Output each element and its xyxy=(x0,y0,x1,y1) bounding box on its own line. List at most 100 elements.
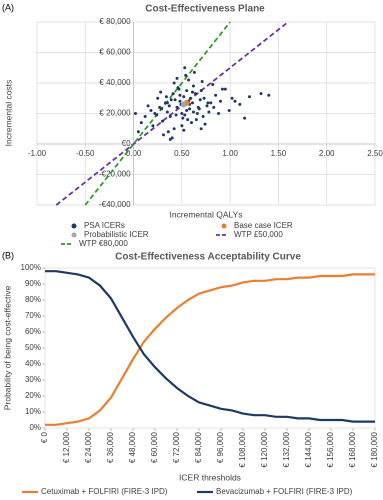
point xyxy=(183,113,187,117)
legend-label: Cetuximab + FOLFIRI (FIRE-3 IPD) xyxy=(41,487,168,496)
y-tick-label: 50% xyxy=(25,343,41,352)
point xyxy=(211,83,215,87)
point xyxy=(198,98,202,102)
point xyxy=(143,115,147,119)
y-tick-label: € 80,000 xyxy=(99,17,131,26)
point xyxy=(201,115,205,119)
x-tick-label: 0.50 xyxy=(174,149,190,158)
point xyxy=(190,121,194,125)
y-tick-label: 40% xyxy=(25,359,41,368)
point xyxy=(192,70,196,74)
point xyxy=(173,98,177,102)
x-tick-label: € 36,000 xyxy=(106,431,115,463)
point xyxy=(203,122,207,126)
point xyxy=(202,96,206,100)
point xyxy=(227,108,231,112)
x-tick-label: € 156,000 xyxy=(326,431,335,467)
legend-swatch xyxy=(71,223,77,229)
point xyxy=(175,105,179,109)
point xyxy=(267,93,271,97)
x-tick-label: € 84,000 xyxy=(194,431,203,463)
point xyxy=(243,116,247,120)
point xyxy=(156,96,160,100)
wtp-line xyxy=(84,21,231,206)
point xyxy=(171,92,175,96)
point xyxy=(220,87,224,91)
legend-label: WTP £50,000 xyxy=(234,230,283,239)
y-tick-label: € 60,000 xyxy=(99,48,131,57)
point xyxy=(182,95,186,99)
point xyxy=(233,99,237,103)
point xyxy=(230,96,234,100)
point xyxy=(134,112,138,115)
point xyxy=(212,105,216,109)
x-tick-label: € 168,000 xyxy=(348,431,357,467)
x-tick-label: € 144,000 xyxy=(304,431,313,467)
point xyxy=(176,86,180,90)
x-tick-label: € 72,000 xyxy=(172,431,181,463)
y-tick-label: -€40,000 xyxy=(99,200,131,209)
x-tick-label: € 96,000 xyxy=(216,431,225,463)
point xyxy=(160,107,164,111)
point xyxy=(159,90,163,94)
x-tick-label: € 48,000 xyxy=(128,431,137,463)
point xyxy=(168,137,172,141)
point xyxy=(209,101,213,105)
x-tick-label: -0.50 xyxy=(76,149,95,158)
point xyxy=(185,89,189,93)
y-axis-title: Probability of being cost-effective xyxy=(2,285,12,410)
y-tick-label: 80% xyxy=(25,295,41,304)
x-tick-label: € 180,000 xyxy=(370,431,379,467)
point xyxy=(162,133,166,137)
y-tick-label: € 40,000 xyxy=(99,78,131,87)
y-tick-label: 0% xyxy=(29,423,41,432)
point xyxy=(185,108,189,112)
point xyxy=(186,118,190,122)
panel-label: (A) xyxy=(2,2,14,12)
point xyxy=(218,99,222,103)
point xyxy=(166,130,170,134)
x-tick-label: 2.00 xyxy=(319,149,335,158)
point xyxy=(182,128,186,132)
y-tick-label: 70% xyxy=(25,311,41,320)
point xyxy=(190,90,194,94)
x-axis-title: ICER thresholds xyxy=(179,472,241,482)
point xyxy=(199,89,203,93)
point xyxy=(169,98,173,102)
point xyxy=(214,93,218,97)
legend-label: PSA ICERs xyxy=(84,221,125,230)
point xyxy=(149,108,153,112)
point xyxy=(180,101,187,108)
point xyxy=(161,119,165,123)
point xyxy=(172,127,176,131)
legend-label: WTP €80,000 xyxy=(79,239,128,248)
x-tick-label: € 0 xyxy=(40,431,49,443)
point xyxy=(165,101,169,105)
point xyxy=(259,92,263,96)
point xyxy=(184,73,188,77)
y-tick-label: € 20,000 xyxy=(99,109,131,118)
point xyxy=(200,79,204,83)
point xyxy=(183,66,187,70)
x-tick-label: € 12,000 xyxy=(62,431,71,463)
x-axis-title: Incremental QALYs xyxy=(169,209,242,219)
legend-label: Probabilistic ICER xyxy=(84,230,149,239)
y-axis-title: Incremental costs xyxy=(3,80,13,147)
y-tick-label: 30% xyxy=(25,375,41,384)
point xyxy=(181,116,185,120)
x-tick-label: € 120,000 xyxy=(260,431,269,467)
point xyxy=(188,107,192,111)
point xyxy=(190,101,194,105)
ceac-line xyxy=(45,270,375,423)
y-tick-label: 10% xyxy=(25,407,41,416)
point xyxy=(189,96,193,100)
point xyxy=(223,87,227,91)
point xyxy=(167,104,171,108)
wtp-line xyxy=(55,21,289,206)
point xyxy=(196,105,200,109)
point xyxy=(206,101,210,105)
point xyxy=(217,112,221,115)
panel-label: (B) xyxy=(2,250,14,260)
point xyxy=(165,110,169,114)
point xyxy=(178,99,182,103)
